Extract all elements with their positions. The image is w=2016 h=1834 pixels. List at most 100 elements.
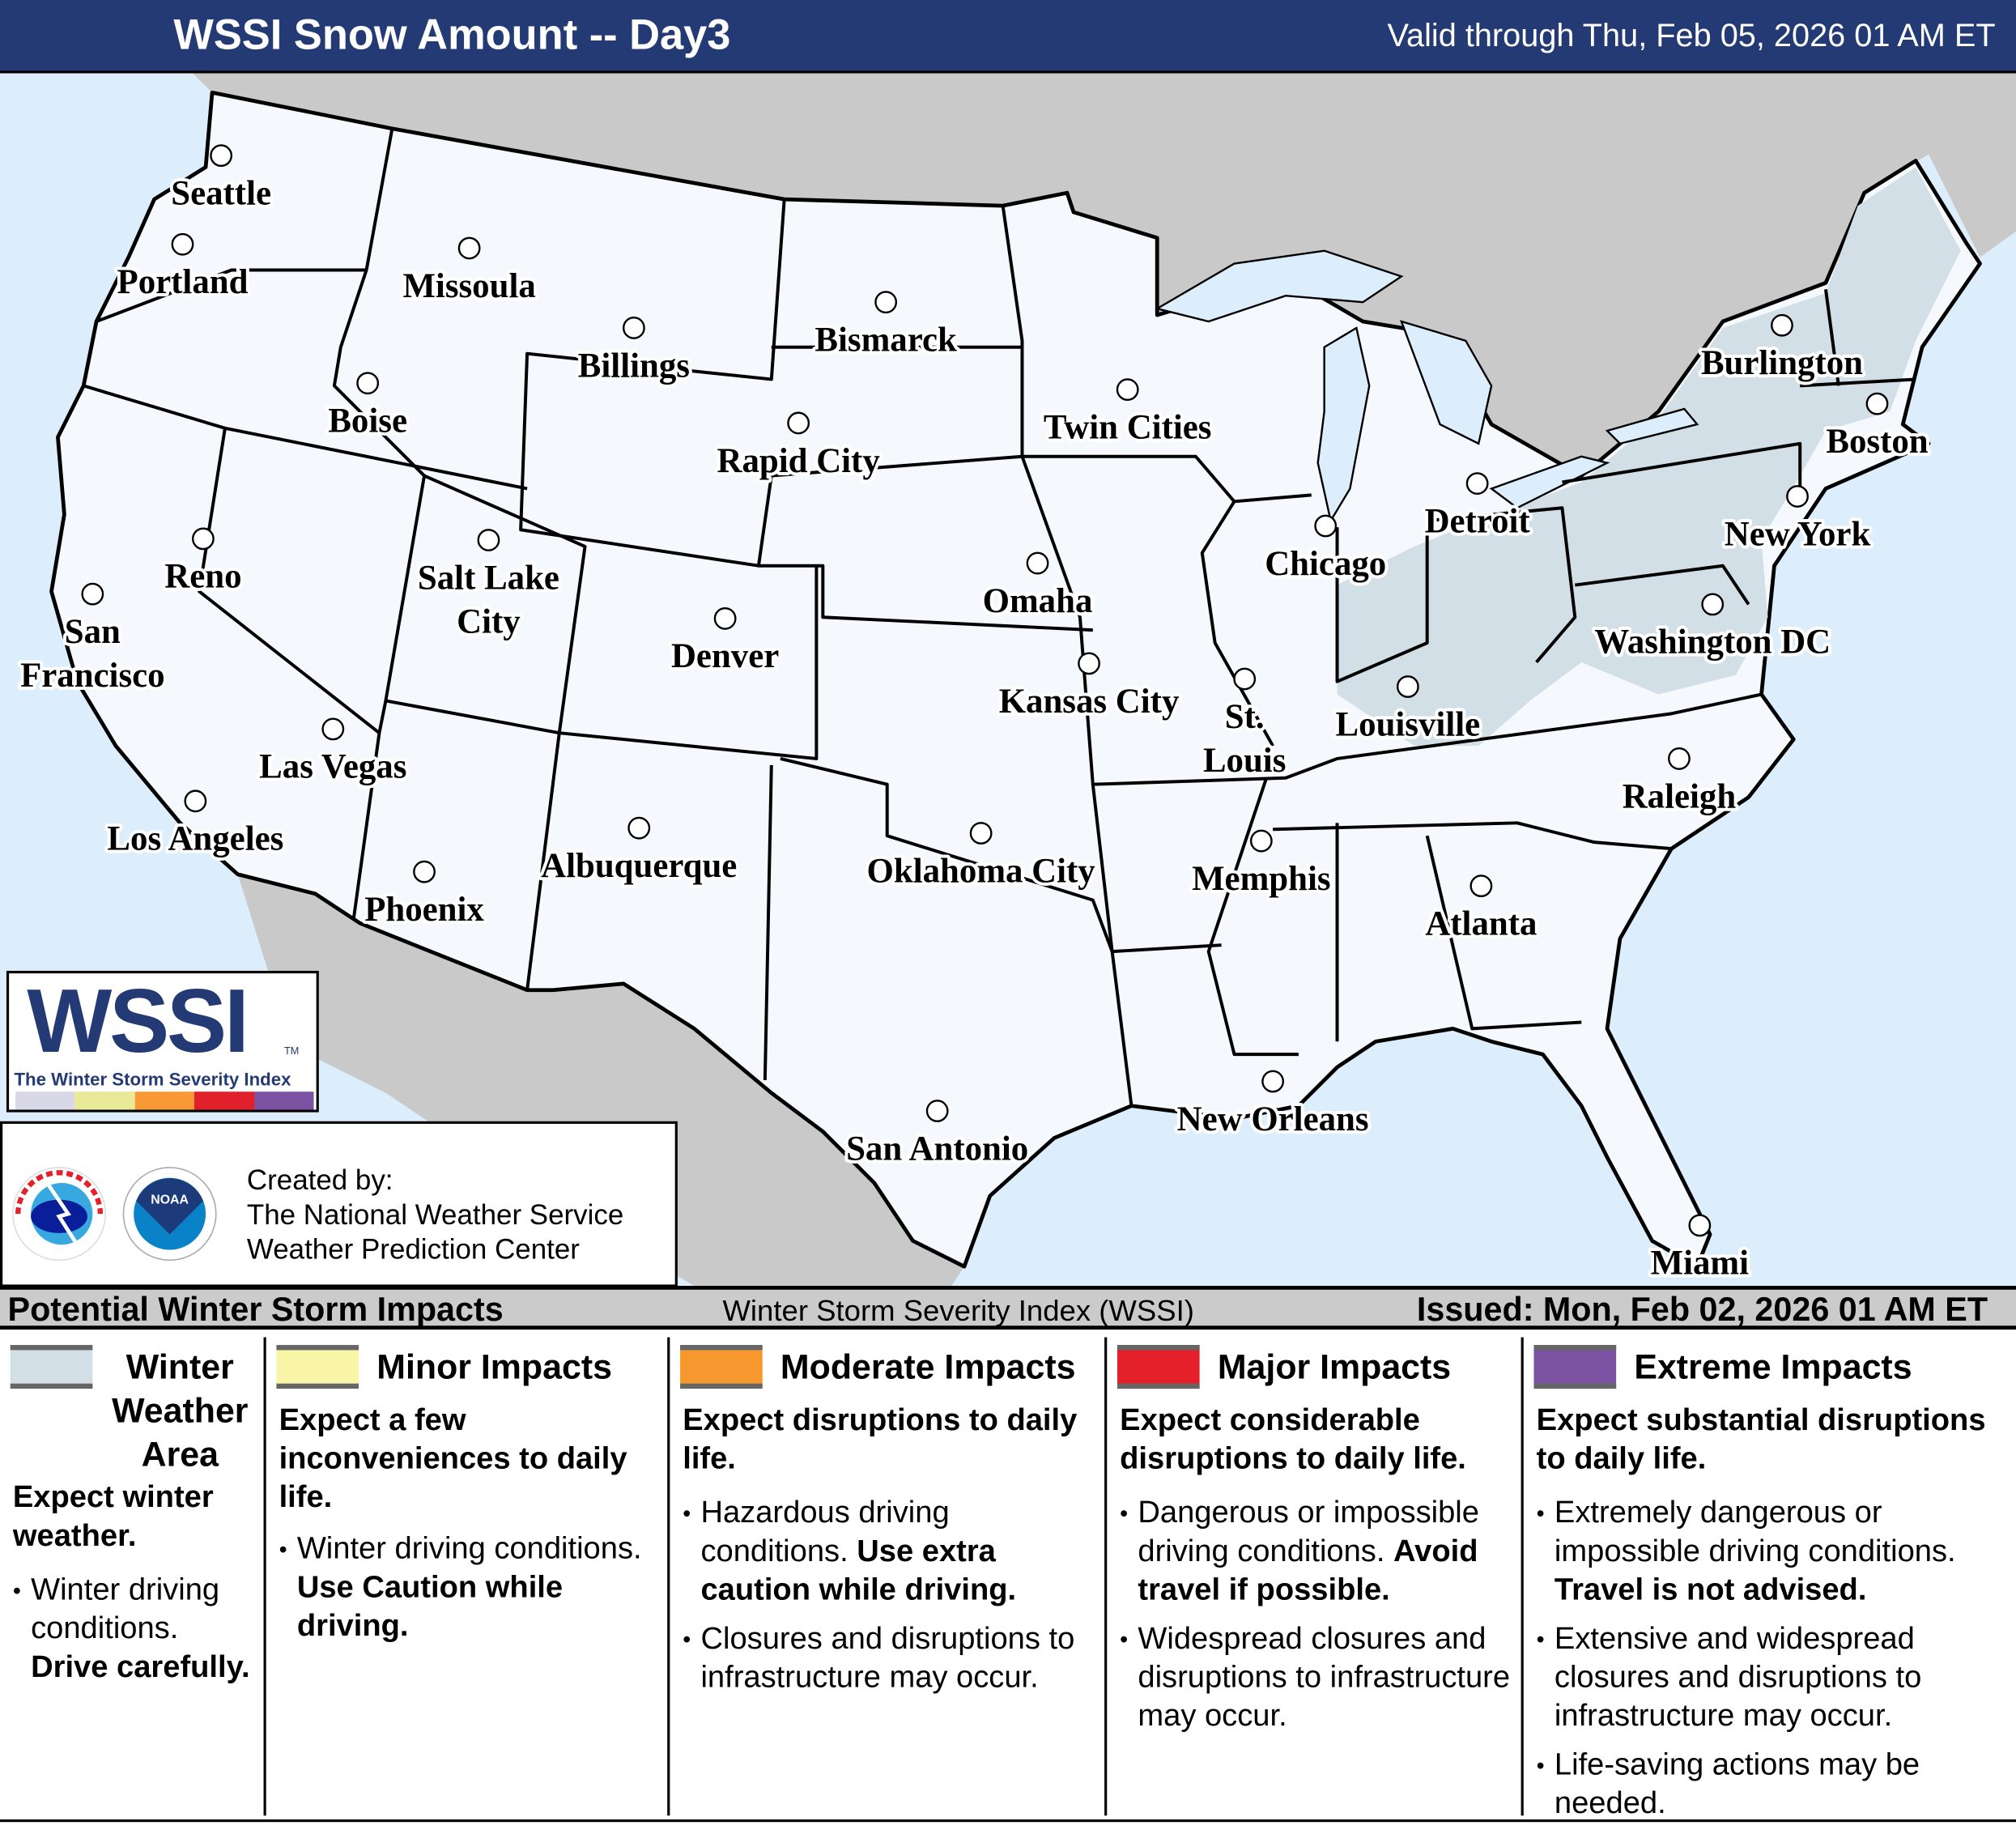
city-label: Twin Cities: [1044, 409, 1212, 447]
city-marker-icon: [210, 144, 233, 168]
credits-line-3: Weather Prediction Center: [246, 1232, 580, 1266]
state-borders: [83, 128, 1916, 1106]
city-label: Francisco: [20, 657, 165, 695]
city-portland: Portland: [114, 232, 252, 304]
legend-heading: Moderate Impacts: [780, 1347, 1076, 1386]
legend-bullet: Winter driving conditions. Drive careful…: [13, 1572, 261, 1687]
lake-ontario: [1605, 407, 1699, 445]
city-marker-icon: [1078, 652, 1100, 675]
state-border: [423, 474, 587, 991]
state-border: [1800, 377, 1916, 388]
wssi-wordmark: WSSI: [27, 970, 249, 1071]
city-label: Portland: [117, 263, 249, 301]
legend-bullet: Widespread closures and disruptions to i…: [1120, 1620, 1518, 1736]
city-marker-icon: [81, 582, 104, 606]
title-bar: WSSI Snow Amount -- Day3 Valid through T…: [0, 0, 2016, 74]
city-salt-lake-city: Salt Lake City: [415, 529, 563, 644]
city-label: Atlanta: [1425, 904, 1537, 943]
legend-heading: Extreme Impacts: [1634, 1347, 1912, 1386]
wssi-logo: WSSI TM The Winter Storm Severity Index: [6, 970, 319, 1113]
legend-summary: Expect disruptions to daily life.: [683, 1402, 1078, 1477]
city-label: Louis: [1203, 742, 1286, 780]
city-chicago: Chicago: [1261, 514, 1389, 586]
severity-color-bar: [15, 1091, 314, 1110]
legend-bullet: Dangerous or impossible driving conditio…: [1120, 1494, 1518, 1610]
noaa-logo-icon: NOAA: [122, 1167, 217, 1262]
city-label: Los Angeles: [107, 820, 283, 858]
city-memphis: Memphis: [1189, 829, 1334, 901]
city-marker-icon: [1688, 1214, 1712, 1237]
legend-bullets: Winter driving conditions. Drive careful…: [13, 1572, 261, 1698]
legend-bullets: Extremely dangerous or impossible drivin…: [1537, 1494, 2011, 1833]
city-label: Louisville: [1336, 705, 1481, 743]
city-label: Memphis: [1192, 860, 1330, 898]
city-label: San Antonio: [846, 1130, 1028, 1168]
city-marker-icon: [1786, 485, 1809, 508]
legend-swatch: [1116, 1345, 1200, 1389]
legend-swatch: [276, 1345, 359, 1389]
city-marker-icon: [713, 606, 737, 630]
city-denver: Denver: [668, 606, 782, 679]
agency-logos: NOAA: [12, 1167, 217, 1262]
city-label: Boston: [1826, 423, 1928, 461]
legend-heading: Major Impacts: [1217, 1347, 1452, 1386]
state-border: [1425, 835, 1582, 1031]
credits-box: NOAA Created by: The National Weather Se…: [0, 1121, 678, 1287]
city-label: Reno: [164, 558, 241, 596]
state-border: [1200, 500, 1274, 747]
legend-index-name: Winter Storm Severity Index (WSSI): [722, 1293, 1194, 1327]
city-phoenix: Phoenix: [361, 860, 487, 932]
state-border: [1020, 456, 1762, 786]
city-label: Detroit: [1425, 502, 1531, 540]
legend-summary: Expect substantial disruptions to daily …: [1536, 1402, 1986, 1477]
city-marker-icon: [1396, 675, 1419, 698]
city-kansas-city: Kansas City: [996, 652, 1183, 724]
city-label: Bismarck: [814, 321, 957, 360]
city-marker-icon: [1249, 829, 1273, 853]
city-label: Raleigh: [1623, 777, 1737, 815]
city-label: Missoula: [402, 267, 535, 305]
valid-time: Valid through Thu, Feb 05, 2026 01 AM ET: [1387, 18, 1996, 54]
city-label: Billings: [578, 347, 690, 385]
city-burlington: Burlington: [1698, 313, 1866, 385]
city-label: St.: [1225, 698, 1265, 736]
city-label: City: [457, 602, 521, 640]
legend-bullet: Winter driving conditions. Use Caution w…: [279, 1530, 665, 1646]
nws-logo-icon: [12, 1167, 107, 1262]
legend-bullet: Hazardous driving conditions. Use extra …: [683, 1494, 1102, 1610]
severity-color-swatch: [15, 1091, 75, 1110]
city-marker-icon: [627, 816, 651, 840]
credits-line-1: Created by:: [246, 1164, 393, 1196]
mexico-land: [237, 874, 965, 1287]
state-border: [780, 756, 1222, 954]
city-billings: Billings: [575, 317, 693, 388]
city-las-vegas: Las Vegas: [256, 717, 410, 789]
legend-title-bar: Potential Winter Storm Impacts Winter St…: [0, 1286, 2016, 1330]
city-marker-icon: [969, 822, 993, 845]
legend-swatch: [680, 1345, 763, 1389]
state-border: [756, 205, 1024, 567]
city-twin-cities: Twin Cities: [1040, 378, 1214, 449]
city-marker-icon: [1233, 667, 1257, 691]
city-raleigh: Raleigh: [1619, 747, 1739, 819]
city-label: Phoenix: [364, 891, 484, 929]
city-marker-icon: [413, 860, 436, 883]
city-new-york: New York: [1721, 485, 1874, 556]
city-marker-icon: [1668, 747, 1691, 770]
city-san-francisco: San Francisco: [17, 582, 168, 698]
city-marker-icon: [1465, 472, 1489, 495]
state-border: [96, 268, 367, 323]
city-label: Miami: [1651, 1245, 1749, 1283]
legend-column: Extreme Impacts Expect substantial disrup…: [1524, 1338, 2016, 1821]
legend-summary: Expect winter weather.: [12, 1479, 214, 1554]
city-marker-icon: [622, 317, 645, 339]
legend-bullet: Life-saving actions may be needed.: [1537, 1747, 2011, 1823]
city-missoula: Missoula: [399, 236, 539, 309]
great-lakes: [1155, 249, 1699, 524]
city-st-louis: St. Louis: [1200, 667, 1289, 783]
city-marker-icon: [1771, 313, 1793, 337]
lake-michigan: [1316, 326, 1371, 524]
legend-bullet: Extensive and widespread closures and di…: [1537, 1620, 2011, 1736]
city-san-antonio: San Antonio: [843, 1100, 1031, 1171]
